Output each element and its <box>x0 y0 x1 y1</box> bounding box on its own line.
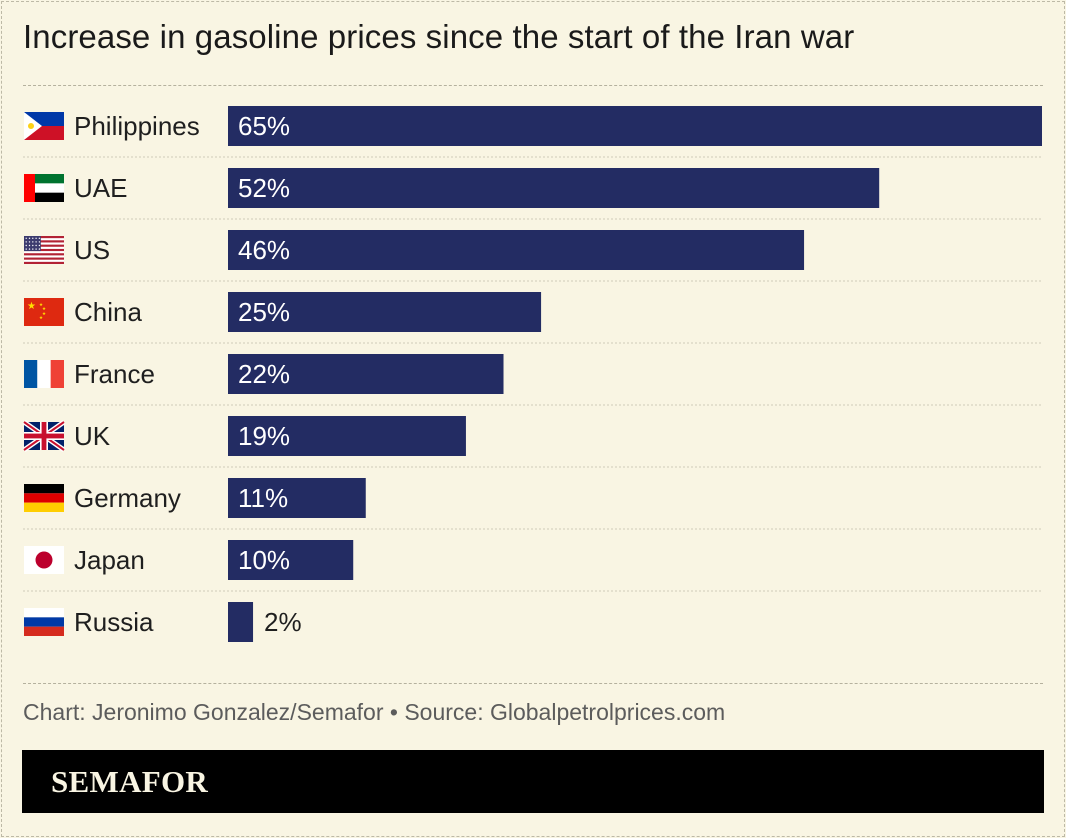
bar <box>228 416 466 456</box>
bar <box>228 106 1042 146</box>
bar-row: Russia 2% <box>24 602 302 642</box>
brand-bar: SEMAFOR <box>22 750 1044 813</box>
data-label: 19% <box>238 421 290 451</box>
category-label: UK <box>74 421 111 451</box>
bar-row: France 22% <box>23 354 1043 406</box>
bar <box>228 354 504 394</box>
data-label: 2% <box>264 607 302 637</box>
germany-flag <box>24 484 64 512</box>
data-label: 52% <box>238 173 290 203</box>
bar-row: UAE 52% <box>23 168 1043 220</box>
footer-divider <box>23 683 1043 684</box>
data-label: 11% <box>238 483 288 513</box>
bar <box>228 602 254 642</box>
category-label: Japan <box>74 545 145 575</box>
bar <box>228 292 542 332</box>
russia-flag <box>24 608 64 636</box>
bar-row: Germany 11% <box>23 478 1043 530</box>
svg-text:★: ★ <box>39 315 43 321</box>
data-label: 65% <box>238 111 290 141</box>
data-label: 10% <box>238 545 290 575</box>
chart-title: Increase in gasoline prices since the st… <box>23 18 855 55</box>
svg-text:★: ★ <box>42 306 46 312</box>
china-flag: ★ ★★★★ <box>24 298 64 326</box>
bar-row: Philippines 65% <box>23 106 1043 158</box>
bar <box>228 540 354 580</box>
bar-chart: Philippines 65%UAE 52%US 46%★ ★★★★ China 25%Fr… <box>22 106 1043 642</box>
bar-row: UK 19% <box>22 416 1043 468</box>
japan-flag <box>24 546 64 574</box>
bar-row: ★ ★★★★ China 25% <box>23 292 1043 344</box>
category-label: UAE <box>74 173 127 203</box>
category-label: Russia <box>74 607 154 637</box>
bar <box>228 168 880 208</box>
data-label: 46% <box>238 235 290 265</box>
data-label: 22% <box>238 359 290 389</box>
bar <box>228 478 366 518</box>
bar-row: Japan 10% <box>23 540 1043 592</box>
us-flag <box>24 236 64 264</box>
category-label: Philippines <box>74 111 200 141</box>
bar <box>228 230 805 270</box>
semafor-logo: SEMAFOR <box>51 764 209 799</box>
france-flag <box>24 360 64 388</box>
category-label: China <box>74 297 142 327</box>
category-label: France <box>74 359 155 389</box>
category-label: US <box>74 235 110 265</box>
uae-flag <box>24 174 64 202</box>
data-label: 25% <box>238 297 290 327</box>
svg-text:★: ★ <box>42 311 46 317</box>
category-label: Germany <box>74 483 181 513</box>
title-divider <box>23 85 1043 86</box>
bar-row: US 46% <box>23 230 1043 282</box>
svg-text:★: ★ <box>39 302 43 308</box>
uk-flag <box>22 419 66 453</box>
philippines-flag <box>24 112 64 140</box>
chart-credit: Chart: Jeronimo Gonzalez/Semafor • Sourc… <box>23 699 726 725</box>
svg-text:★: ★ <box>27 301 36 312</box>
